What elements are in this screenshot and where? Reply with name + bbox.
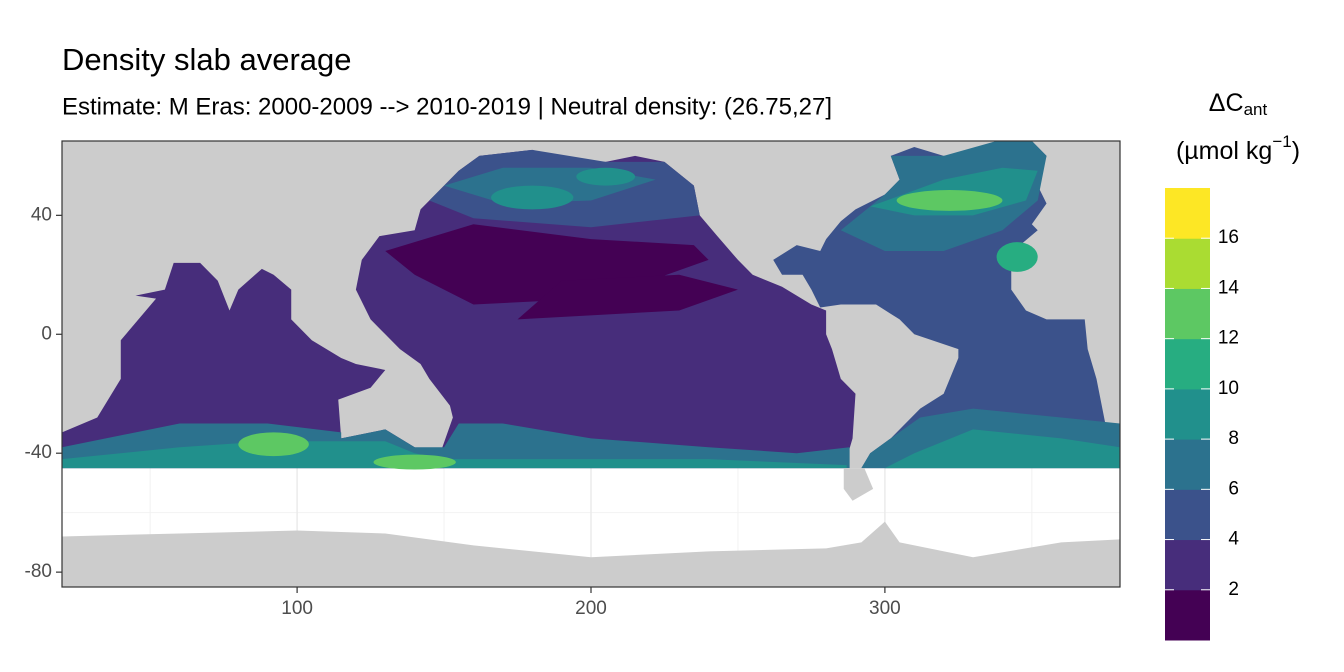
y-tick-label: 40 (31, 204, 52, 225)
legend-swatch (1165, 489, 1210, 541)
legend-swatch (1165, 238, 1210, 289)
legend-label: 14 (1218, 277, 1240, 298)
legend-unit: (µmol kg−1) (1176, 132, 1300, 164)
legend-label: 12 (1218, 328, 1239, 349)
land (843, 468, 874, 501)
legend-title: ΔCant (1209, 89, 1268, 120)
x-tick-label: 100 (281, 598, 313, 619)
ocean-region (996, 242, 1038, 272)
legend-label: 16 (1218, 227, 1239, 248)
legend-label: 6 (1228, 478, 1239, 499)
ocean-region (491, 185, 574, 210)
antarctica (62, 521, 1120, 587)
ocean-region (373, 454, 456, 470)
x-tick-label: 300 (869, 598, 901, 619)
legend-label: 8 (1228, 428, 1239, 449)
legend-label: 2 (1228, 579, 1239, 600)
legend-unit-close: ) (1292, 137, 1300, 165)
legend-label: 4 (1228, 529, 1239, 550)
legend-title-sub: ant (1244, 100, 1268, 119)
ocean-region (576, 167, 636, 186)
y-tick-label: -40 (25, 442, 52, 463)
legend-swatch (1165, 539, 1210, 591)
chart-subtitle: Estimate: M Eras: 2000-2009 --> 2010-201… (62, 93, 832, 120)
x-tick-label: 200 (575, 598, 607, 619)
legend-title-main: ΔC (1209, 89, 1244, 117)
ocean-region (62, 262, 445, 469)
chart-title: Density slab average (62, 42, 352, 77)
ocean-region (238, 432, 309, 457)
ocean-region (517, 274, 738, 320)
ocean-region (896, 190, 1003, 211)
legend-swatch (1165, 439, 1210, 490)
legend-swatch (1165, 338, 1210, 390)
legend-swatch (1165, 589, 1210, 641)
legend-swatch (1165, 388, 1210, 440)
legend-unit-open: (µmol kg (1176, 137, 1272, 165)
legend-label: 10 (1218, 378, 1239, 399)
ocean-region (884, 429, 1120, 469)
legend-swatch (1165, 188, 1210, 239)
legend-unit-sup: −1 (1272, 132, 1291, 151)
y-tick-label: -80 (25, 561, 52, 582)
legend-swatch (1165, 288, 1210, 340)
y-tick-label: 0 (41, 323, 52, 344)
